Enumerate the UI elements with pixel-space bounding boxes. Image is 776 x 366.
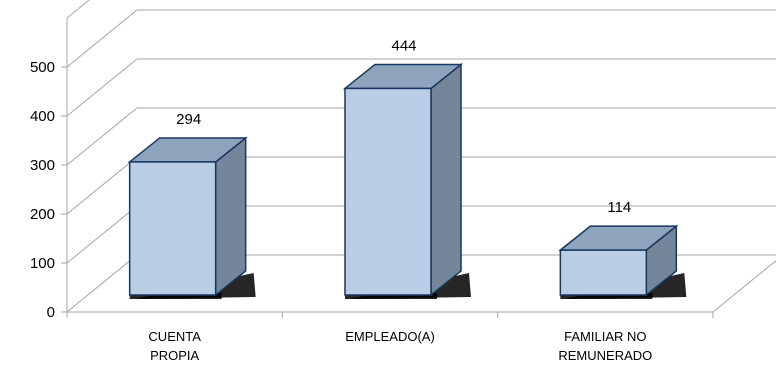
bar-shadow xyxy=(129,293,222,299)
bar-side xyxy=(214,136,247,297)
y-tick-label: 400 xyxy=(30,108,55,125)
gridline-diagonal xyxy=(66,0,90,19)
y-tick-label: 0 xyxy=(47,304,55,321)
bar xyxy=(127,136,256,299)
bar-side xyxy=(430,62,462,297)
gridline-diagonal xyxy=(66,156,138,215)
data-label: 114 xyxy=(607,199,631,216)
bar-front xyxy=(344,87,432,296)
data-label: 294 xyxy=(176,111,201,128)
bar-front xyxy=(559,249,648,296)
gridline-diagonal xyxy=(66,58,138,117)
gridline-diagonal xyxy=(66,9,138,68)
bar xyxy=(558,224,687,299)
x-category-label: REMUNERADO xyxy=(558,348,652,363)
x-category-label: CUENTA xyxy=(148,329,201,344)
floor-edge xyxy=(712,260,776,313)
bar-front xyxy=(128,161,217,296)
bar-shadow xyxy=(345,293,437,299)
x-category-label: FAMILIAR NO xyxy=(564,329,646,344)
x-category-label: PROPIA xyxy=(150,348,199,363)
gridline-diagonal xyxy=(66,254,138,313)
y-tick-label: 100 xyxy=(30,255,55,272)
bar-layer xyxy=(127,62,687,299)
data-label: 444 xyxy=(391,37,416,54)
bar-shadow xyxy=(560,293,653,299)
label-layer: 294 CUENTA PROPIA 444 EMPLEADO(A) 114 FAMILIAR… xyxy=(148,37,652,363)
axis-layer: 0 100 200 300 400 500 xyxy=(30,18,714,321)
gridline-diagonal xyxy=(66,205,138,264)
x-category-label: EMPLEADO(A) xyxy=(345,329,435,344)
y-tick-label: 300 xyxy=(30,157,55,174)
gridline-diagonal xyxy=(66,107,138,166)
bar xyxy=(342,62,471,299)
y-tick-label: 200 xyxy=(30,206,55,223)
y-tick-label: 500 xyxy=(30,59,55,76)
